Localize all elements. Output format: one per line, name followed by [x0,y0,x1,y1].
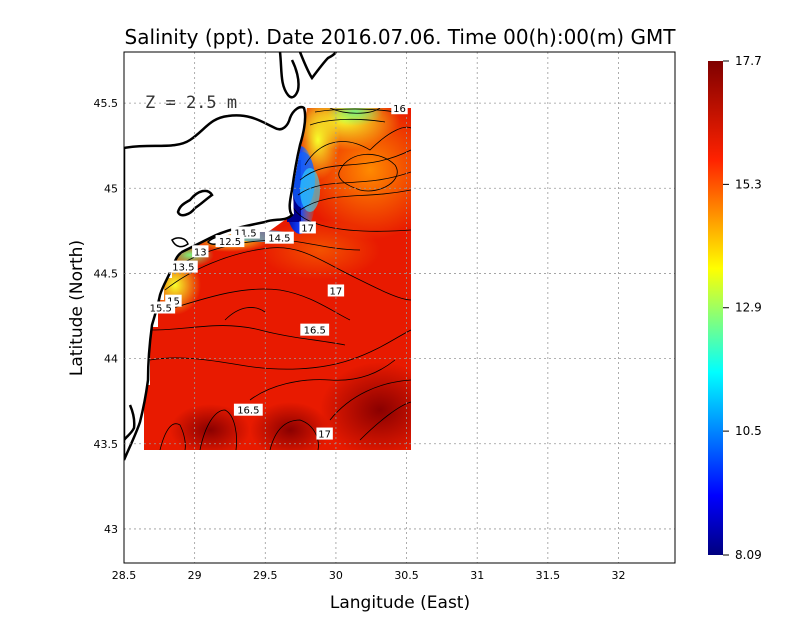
contour-label: 14.5 [265,231,294,245]
colorbar-tick-label: 8.09 [735,548,762,562]
plot-frame [123,51,676,564]
contour-label-text: 14.5 [268,234,290,245]
contour-label-text: 15.5 [150,304,172,315]
grid-lines [124,52,675,563]
contour-label: 13 [192,245,209,258]
contour-label: 16.5 [300,323,330,337]
contour-label-box [146,301,176,314]
contour-label-box [168,260,198,273]
contour-label-text: 16.5 [304,326,326,337]
contour-label-text: 17 [330,286,343,297]
contour-label: 16.5 [233,403,263,417]
contour-label: 15.5 [146,301,176,315]
y-tick-label: 45 [104,182,118,195]
contour-label: 12.5 [215,235,245,248]
contour-label-text: 16 [393,104,406,115]
contour-label-box [391,102,408,115]
contour-label-text: 12.5 [219,237,241,248]
contour-label-box [265,231,294,244]
x-tick-label: 30 [329,569,343,582]
contour-label: 17 [327,284,345,297]
y-axis-ticks: 43 43.5 44 44.5 45 45.5 [94,97,119,536]
contour-label-box [300,323,330,336]
y-tick-label: 43 [104,523,118,536]
y-tick-label: 44 [104,353,118,366]
contour-label-text: 17 [318,430,331,441]
x-tick-label: 28.5 [112,569,137,582]
contour-label-text: 16.5 [237,406,259,417]
y-tick-label: 43.5 [94,438,119,451]
colorbar: 17.7 15.3 12.9 10.5 8.09 [708,54,762,562]
colorbar-scale [708,61,723,555]
contour-label: 17 [316,427,333,441]
x-axis-label: Langitude (East) [330,593,470,613]
contour-label: 13.5 [168,260,198,274]
colorbar-tick-label: 15.3 [735,177,762,191]
contour-label-box [215,235,245,248]
contour-label-text: 17 [301,223,314,234]
contour-label-text: 11.5 [234,229,256,240]
contour-label-text: 13 [194,247,207,258]
y-axis-label: Latitude (North) [67,240,87,376]
contour-label-box [192,245,209,258]
colorbar-tick-label: 10.5 [735,424,762,438]
x-tick-label: 29.5 [253,569,278,582]
colorbar-tick-label: 12.9 [735,301,762,315]
colorbar-tick-label: 17.7 [735,54,762,68]
y-tick-label: 44.5 [94,267,119,280]
contour-label-box [299,221,316,234]
contour-label-box [233,403,263,416]
x-tick-label: 31 [470,569,484,582]
y-tick-label: 45.5 [94,97,119,110]
contour-label-box [327,284,345,297]
x-tick-label: 30.5 [394,569,419,582]
x-tick-label: 32 [611,569,625,582]
contour-label: 16 [391,102,408,115]
x-tick-label: 29 [188,569,202,582]
x-axis-ticks: 28.5 29 29.5 30 30.5 31 31.5 32 [112,569,626,582]
contour-label-box [316,427,333,440]
colorbar-ticks: 17.7 15.3 12.9 10.5 8.09 [723,54,762,562]
depth-annotation: Z = 2.5 m [145,93,237,113]
contour-label: 17 [299,221,316,234]
contour-label-text: 13.5 [172,263,194,274]
chart-title: Salinity (ppt). Date 2016.07.06. Time 00… [125,25,677,49]
x-tick-label: 31.5 [536,569,561,582]
